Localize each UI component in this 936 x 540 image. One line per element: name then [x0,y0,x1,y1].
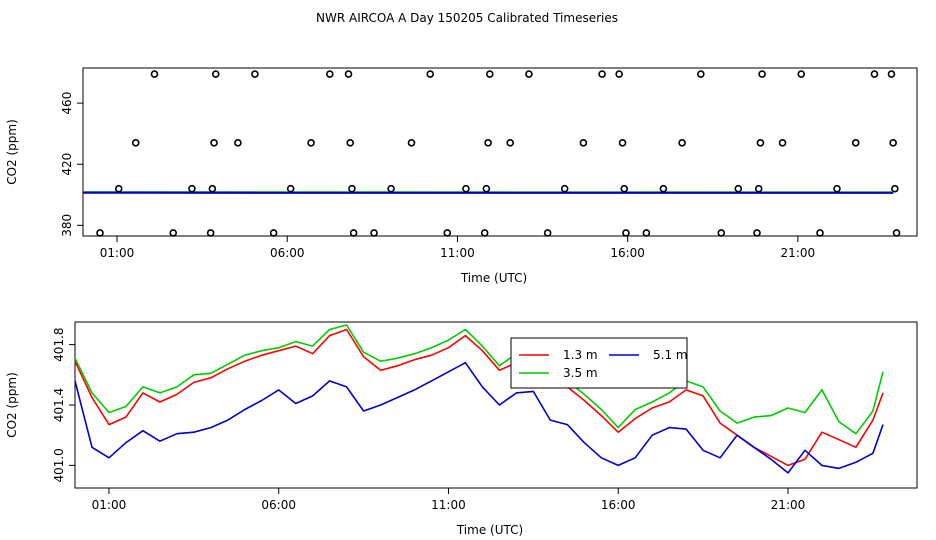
data-point [870,70,879,78]
legend-label: 3.5 m [563,366,598,380]
figure-title: NWR AIRCOA A Day 150205 Calibrated Times… [316,11,618,25]
data-point [778,139,787,147]
data-point [618,139,627,147]
data-point [678,139,686,147]
data-point [484,139,492,147]
data-point [206,229,215,237]
data-point [482,184,491,193]
data-point [753,229,761,237]
data-point [344,70,353,78]
data-point [407,139,416,147]
legend-label: 5.1 m [653,348,688,362]
data-point [560,184,569,193]
x-tick-label: 21:00 [771,498,806,512]
data-point [114,184,123,193]
data-point [234,139,242,147]
data-point [579,139,588,147]
y-tick-label: 420 [60,153,74,176]
y-tick-label: 401.8 [52,327,66,361]
data-point [506,139,515,147]
data-point [697,70,705,78]
data-point [462,184,470,193]
data-point [307,139,315,147]
y-axis-label: CO2 (ppm) [5,372,19,438]
x-tick-label: 11:00 [440,246,475,260]
x-tick-label: 06:00 [270,246,305,260]
data-point [131,139,140,147]
x-tick-label: 01:00 [92,498,127,512]
legend-label: 1.3 m [563,348,598,362]
data-point [889,139,897,147]
data-point [758,70,766,78]
series-line-5-1-m [74,361,884,474]
x-tick-label: 16:00 [610,246,645,260]
data-point [96,229,104,237]
y-tick-label: 401.4 [52,388,66,422]
data-point [485,70,494,78]
data-point [816,229,824,237]
x-tick-label: 06:00 [261,498,296,512]
data-point [734,184,743,193]
legend: 1.3 m 5.1 m 3.5 m [510,337,688,389]
data-point [370,229,378,237]
data-point [269,229,278,237]
data-point [797,70,806,78]
data-point [717,229,726,237]
y-tick-label: 401.0 [52,448,66,482]
data-point [443,229,452,237]
data-point [525,70,533,78]
data-point [169,229,178,237]
plot-frame [74,321,918,489]
data-point [851,139,860,147]
data-point [251,70,259,78]
data-point [833,184,841,193]
data-point [150,70,159,78]
series-line-3-5-m [74,324,884,435]
data-point [887,70,896,78]
x-tick-label: 01:00 [100,246,135,260]
data-point [188,184,196,193]
y-tick-label: 460 [60,92,74,115]
data-point [480,229,489,237]
data-point [615,70,623,78]
data-point [892,229,901,237]
data-point [211,70,220,78]
x-tick-label: 16:00 [601,498,636,512]
series-line-1-3-m [74,328,884,467]
top-panel-co2-scatter: 01:00 06:00 11:00 16:00 21:00 Time (UTC) 380 42… [5,67,918,285]
data-point [286,184,295,193]
x-tick-label: 21:00 [781,246,816,260]
y-tick-label: 380 [60,214,74,237]
data-point [387,184,395,193]
data-point [348,184,356,193]
data-point [622,229,630,237]
data-point [620,184,629,193]
data-point [325,70,334,78]
data-point [543,229,552,237]
data-point [426,70,435,78]
bottom-panel-co2-timeseries: 01:00 06:00 11:00 16:00 21:00 Time (UTC) 401.0… [5,321,918,537]
x-axis-label: Time (UTC) [460,271,527,285]
data-point [349,229,358,237]
y-axis-label: CO2 (ppm) [5,119,19,185]
data-point [891,184,899,193]
x-axis-label: Time (UTC) [456,523,523,537]
data-point [659,184,668,193]
data-point [756,139,765,147]
x-tick-label: 11:00 [431,498,466,512]
data-point [642,229,651,237]
data-point [754,184,763,193]
legend-box [510,337,688,389]
data-point [346,139,355,147]
data-point [210,139,218,147]
data-point [208,184,217,193]
data-point [598,70,606,78]
plot-frame [82,67,918,237]
